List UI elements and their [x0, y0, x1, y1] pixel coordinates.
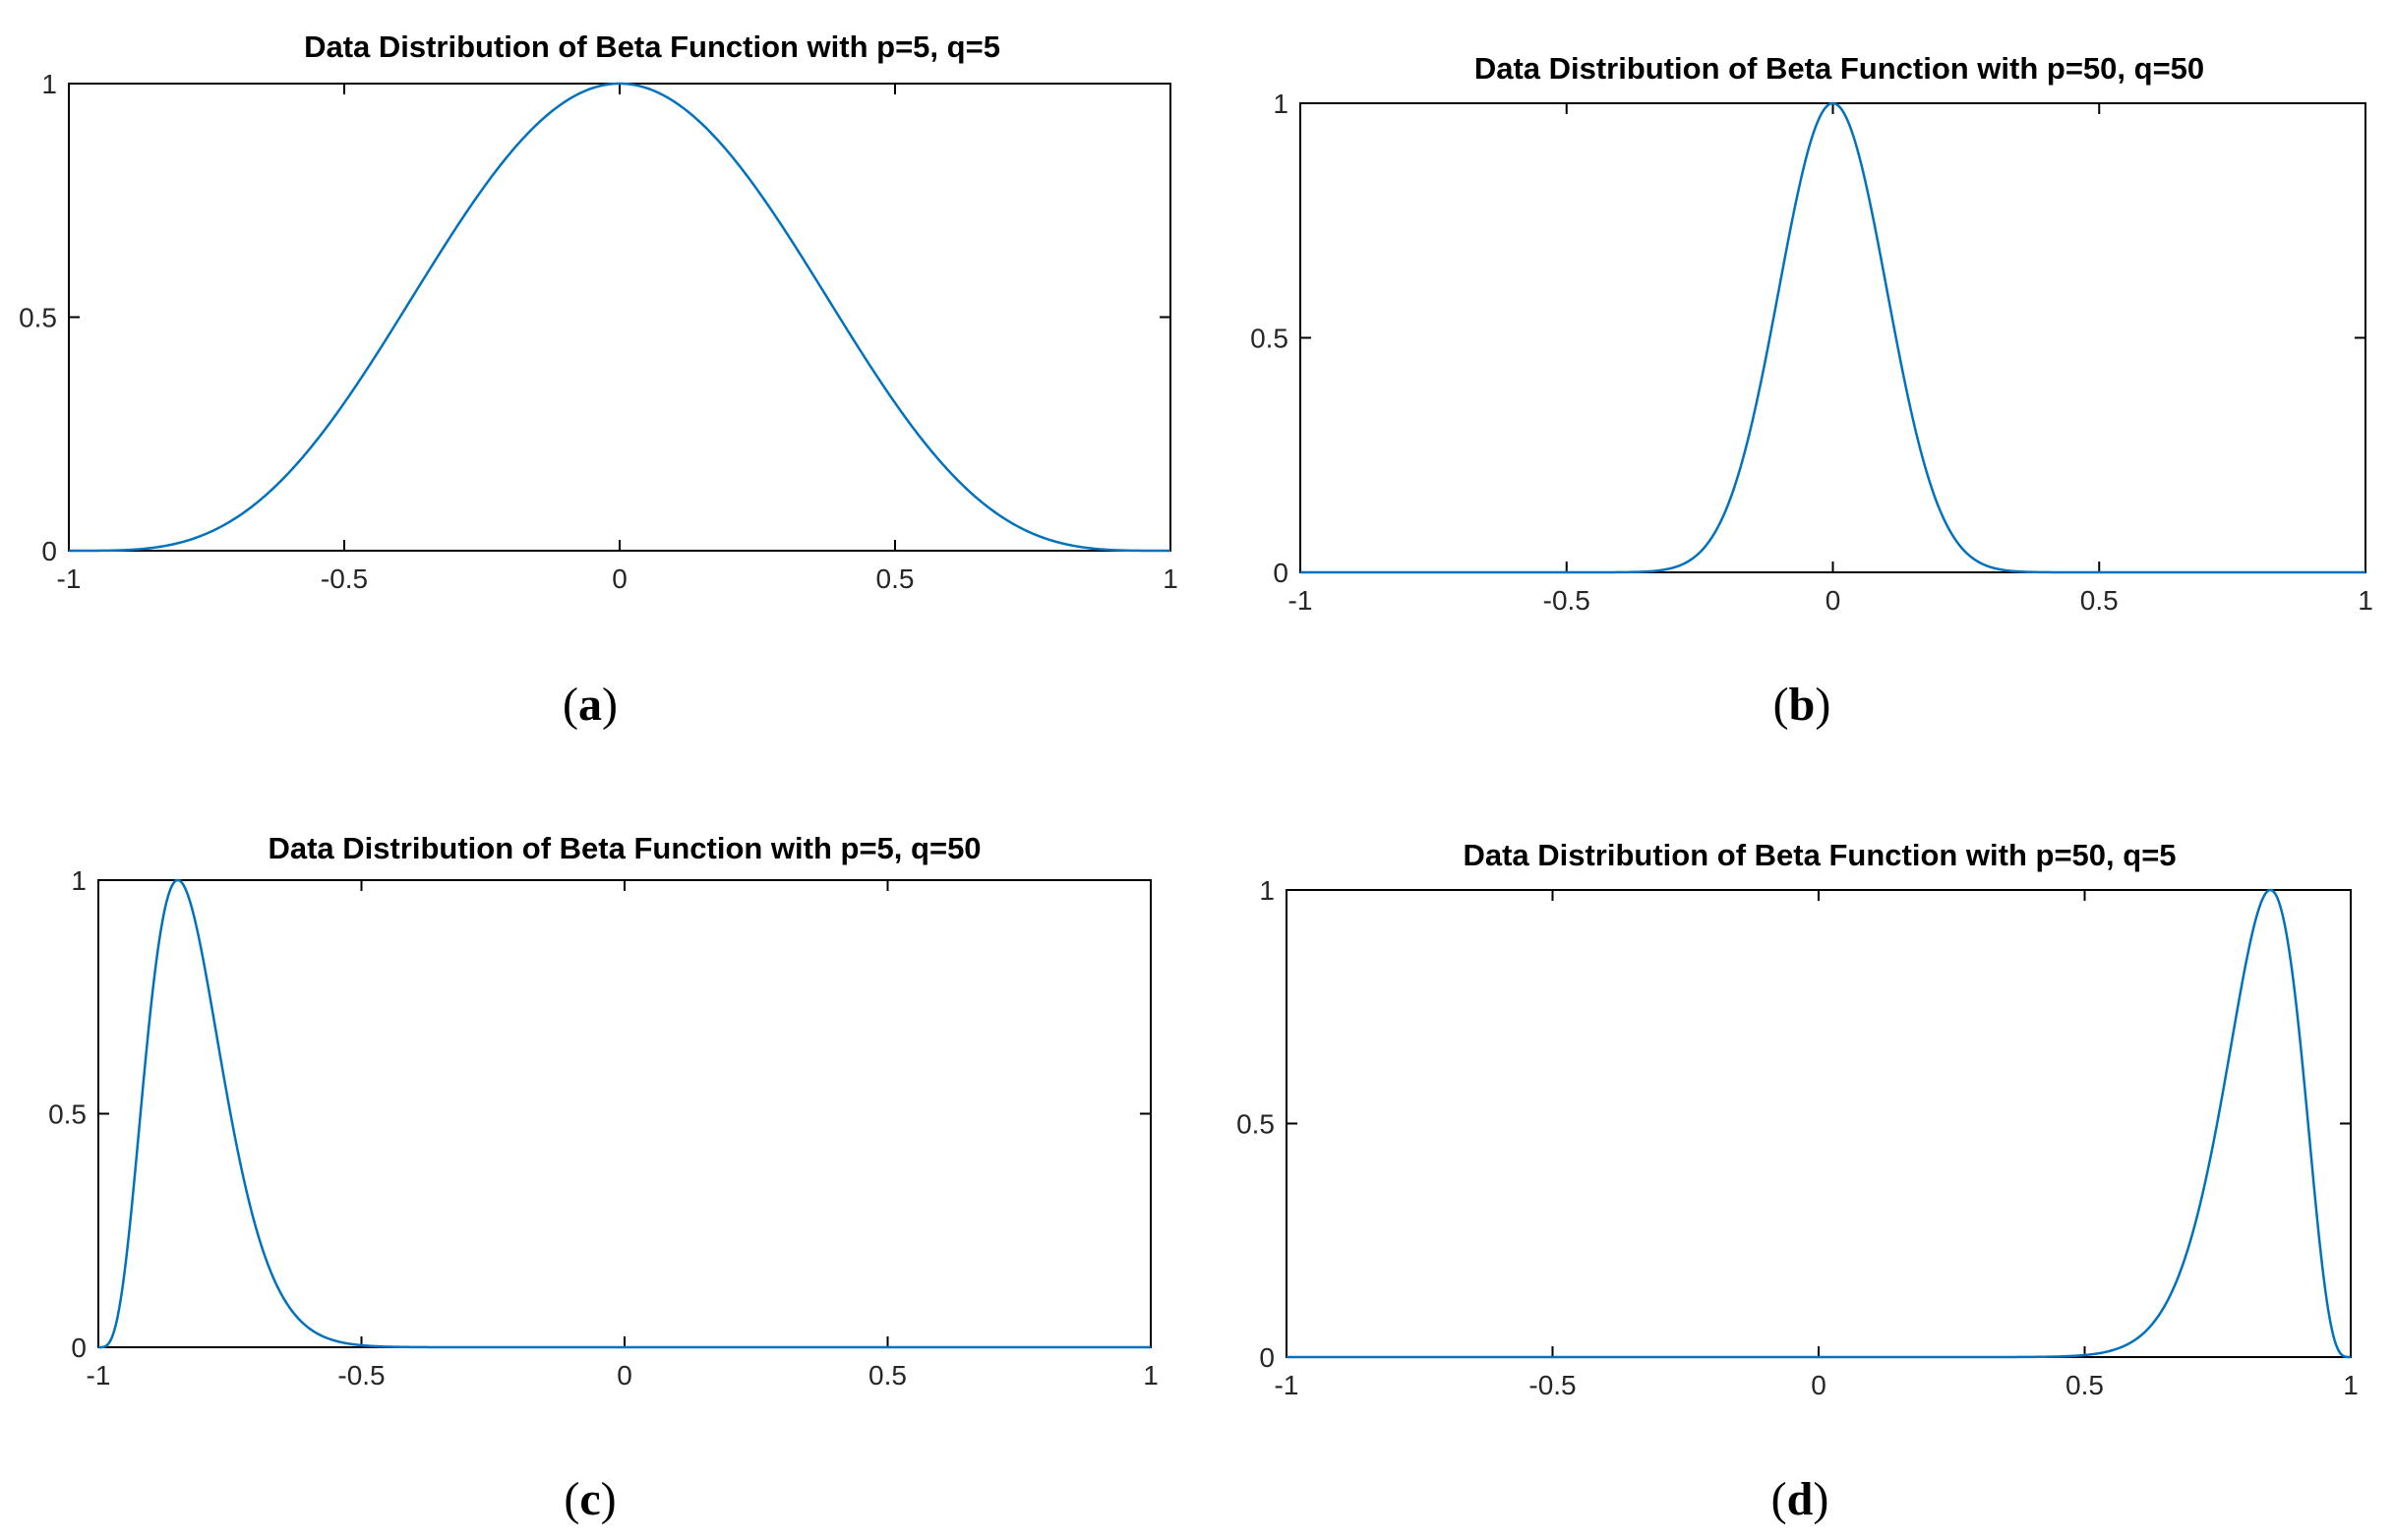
y-tick-label-a: 1 [41, 69, 57, 99]
y-tick-label-b: 0.5 [1250, 324, 1288, 354]
series-line-a [69, 82, 1170, 553]
x-tick-label-d: 0.5 [2065, 1370, 2104, 1400]
panel-c: Data Distribution of Beta Function with … [48, 831, 1159, 1525]
panel-label-b-letter: b [1789, 679, 1816, 731]
x-tick-label-b: -0.5 [1543, 585, 1590, 616]
chart-title-c: Data Distribution of Beta Function with … [268, 831, 981, 865]
y-tick-label-c: 1 [71, 865, 87, 896]
panel-label-d-letter: d [1787, 1473, 1814, 1525]
y-tick-label-d: 1 [1259, 875, 1275, 906]
series-line-d [1287, 888, 2351, 1359]
axes-b: -1 -0.5 0 0.5 1 0 0.5 1 [1250, 89, 2373, 616]
x-tick-label-d: -1 [1275, 1370, 1299, 1400]
x-tick-label-c: 0.5 [868, 1360, 907, 1391]
chart-title-b: Data Distribution of Beta Function with … [1474, 51, 2204, 86]
y-tick-label-c: 0 [71, 1333, 87, 1363]
x-tick-label-c: -0.5 [337, 1360, 385, 1391]
x-tick-label-a: -0.5 [321, 563, 368, 594]
y-tick-label-a: 0 [41, 536, 57, 566]
plot-box-d [1286, 889, 2352, 1358]
panel-label-a: (a) [563, 679, 618, 731]
x-tick-label-b: 0.5 [2080, 585, 2119, 616]
axes-a: -1 -0.5 0 0.5 1 0 0.5 1 [19, 69, 1178, 594]
x-tick-label-a: 0 [612, 563, 628, 594]
chart-title-a: Data Distribution of Beta Function with … [304, 30, 1000, 64]
axes-d: -1 -0.5 0 0.5 1 0 0.5 1 [1236, 875, 2359, 1400]
y-tick-label-c: 0.5 [48, 1099, 87, 1130]
y-tick-label-b: 0 [1273, 558, 1288, 588]
x-tick-label-b: -1 [1288, 585, 1313, 616]
x-tick-label-c: 0 [617, 1360, 632, 1391]
x-tick-label-a: 1 [1163, 563, 1178, 594]
x-tick-label-a: 0.5 [876, 563, 915, 594]
plot-box-b [1299, 102, 2366, 573]
series-line-b [1300, 101, 2365, 574]
panel-a: Data Distribution of Beta Function with … [19, 30, 1178, 731]
panel-b: Data Distribution of Beta Function with … [1250, 51, 2373, 731]
series-line-c [98, 878, 1151, 1349]
x-tick-label-b: 1 [2358, 585, 2373, 616]
plot-box-c [97, 879, 1152, 1348]
y-tick-label-a: 0.5 [19, 303, 57, 333]
x-tick-label-d: -0.5 [1528, 1370, 1576, 1400]
y-tick-label-d: 0 [1259, 1342, 1275, 1373]
panel-label-b: (b) [1773, 679, 1831, 731]
x-tick-label-c: -1 [87, 1360, 111, 1391]
panel-label-a-letter: a [578, 679, 602, 731]
plot-box-a [68, 83, 1171, 552]
panel-label-d: (d) [1771, 1473, 1829, 1525]
y-tick-label-d: 0.5 [1236, 1109, 1275, 1140]
axes-c: -1 -0.5 0 0.5 1 0 0.5 1 [48, 865, 1159, 1391]
x-tick-label-a: -1 [57, 563, 82, 594]
y-tick-label-b: 1 [1273, 89, 1288, 119]
x-tick-label-d: 0 [1811, 1370, 1826, 1400]
chart-title-d: Data Distribution of Beta Function with … [1463, 838, 2176, 872]
panel-d: Data Distribution of Beta Function with … [1236, 838, 2359, 1525]
x-tick-label-d: 1 [2343, 1370, 2359, 1400]
panel-label-c-letter: c [579, 1473, 600, 1525]
panel-label-c: (c) [564, 1473, 616, 1525]
x-tick-label-c: 1 [1143, 1360, 1159, 1391]
x-tick-label-b: 0 [1825, 585, 1841, 616]
